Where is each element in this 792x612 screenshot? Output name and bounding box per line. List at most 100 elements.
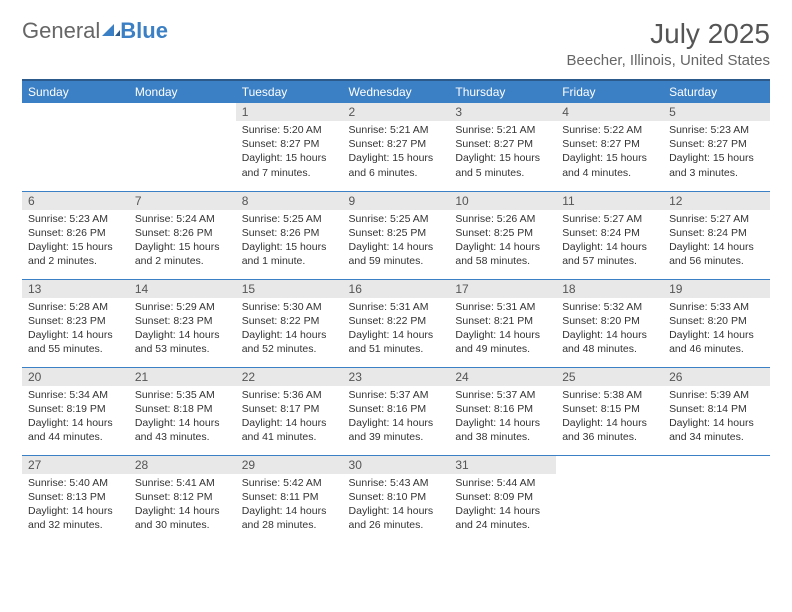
calendar-cell: 24Sunrise: 5:37 AMSunset: 8:16 PMDayligh… [449,367,556,455]
day-number: 24 [449,368,556,386]
day-number: 7 [129,192,236,210]
day-number: 22 [236,368,343,386]
day-number: 6 [22,192,129,210]
day-number: 19 [663,280,770,298]
day-details: Sunrise: 5:31 AMSunset: 8:22 PMDaylight:… [343,298,450,361]
calendar-cell: 13Sunrise: 5:28 AMSunset: 8:23 PMDayligh… [22,279,129,367]
calendar-body: 1Sunrise: 5:20 AMSunset: 8:27 PMDaylight… [22,103,770,543]
day-number: 20 [22,368,129,386]
weekday-header: Thursday [449,80,556,103]
calendar-cell: 29Sunrise: 5:42 AMSunset: 8:11 PMDayligh… [236,455,343,543]
day-number [663,456,770,460]
day-number: 2 [343,103,450,121]
day-details: Sunrise: 5:27 AMSunset: 8:24 PMDaylight:… [556,210,663,273]
day-number: 16 [343,280,450,298]
day-details: Sunrise: 5:32 AMSunset: 8:20 PMDaylight:… [556,298,663,361]
day-number: 25 [556,368,663,386]
calendar-cell: 4Sunrise: 5:22 AMSunset: 8:27 PMDaylight… [556,103,663,191]
day-details: Sunrise: 5:31 AMSunset: 8:21 PMDaylight:… [449,298,556,361]
calendar-cell: 30Sunrise: 5:43 AMSunset: 8:10 PMDayligh… [343,455,450,543]
day-details: Sunrise: 5:20 AMSunset: 8:27 PMDaylight:… [236,121,343,184]
calendar-row: 6Sunrise: 5:23 AMSunset: 8:26 PMDaylight… [22,191,770,279]
day-details: Sunrise: 5:33 AMSunset: 8:20 PMDaylight:… [663,298,770,361]
calendar-cell: 27Sunrise: 5:40 AMSunset: 8:13 PMDayligh… [22,455,129,543]
day-number: 1 [236,103,343,121]
calendar-cell: 31Sunrise: 5:44 AMSunset: 8:09 PMDayligh… [449,455,556,543]
day-details: Sunrise: 5:23 AMSunset: 8:27 PMDaylight:… [663,121,770,184]
calendar-row: 27Sunrise: 5:40 AMSunset: 8:13 PMDayligh… [22,455,770,543]
sail-icon [102,18,120,44]
day-details: Sunrise: 5:34 AMSunset: 8:19 PMDaylight:… [22,386,129,449]
day-details: Sunrise: 5:37 AMSunset: 8:16 PMDaylight:… [449,386,556,449]
calendar-cell: 5Sunrise: 5:23 AMSunset: 8:27 PMDaylight… [663,103,770,191]
day-details: Sunrise: 5:30 AMSunset: 8:22 PMDaylight:… [236,298,343,361]
calendar-row: 1Sunrise: 5:20 AMSunset: 8:27 PMDaylight… [22,103,770,191]
weekday-header: Friday [556,80,663,103]
day-details: Sunrise: 5:24 AMSunset: 8:26 PMDaylight:… [129,210,236,273]
weekday-header: Wednesday [343,80,450,103]
calendar-cell: 17Sunrise: 5:31 AMSunset: 8:21 PMDayligh… [449,279,556,367]
day-number: 29 [236,456,343,474]
calendar-cell: 11Sunrise: 5:27 AMSunset: 8:24 PMDayligh… [556,191,663,279]
day-details: Sunrise: 5:27 AMSunset: 8:24 PMDaylight:… [663,210,770,273]
calendar-cell: 1Sunrise: 5:20 AMSunset: 8:27 PMDaylight… [236,103,343,191]
logo-text-1: General [22,18,100,44]
day-number [556,456,663,460]
calendar-cell: 21Sunrise: 5:35 AMSunset: 8:18 PMDayligh… [129,367,236,455]
day-number: 11 [556,192,663,210]
day-details: Sunrise: 5:38 AMSunset: 8:15 PMDaylight:… [556,386,663,449]
calendar-cell: 10Sunrise: 5:26 AMSunset: 8:25 PMDayligh… [449,191,556,279]
day-number: 27 [22,456,129,474]
day-number: 8 [236,192,343,210]
calendar-cell: 14Sunrise: 5:29 AMSunset: 8:23 PMDayligh… [129,279,236,367]
calendar-cell: 6Sunrise: 5:23 AMSunset: 8:26 PMDaylight… [22,191,129,279]
title-block: July 2025 Beecher, Illinois, United Stat… [567,18,770,69]
calendar-cell [556,455,663,543]
calendar-cell [663,455,770,543]
day-details: Sunrise: 5:23 AMSunset: 8:26 PMDaylight:… [22,210,129,273]
day-number: 23 [343,368,450,386]
location: Beecher, Illinois, United States [567,52,770,69]
calendar-row: 13Sunrise: 5:28 AMSunset: 8:23 PMDayligh… [22,279,770,367]
day-number: 10 [449,192,556,210]
day-details: Sunrise: 5:36 AMSunset: 8:17 PMDaylight:… [236,386,343,449]
month-title: July 2025 [567,18,770,50]
calendar-cell: 8Sunrise: 5:25 AMSunset: 8:26 PMDaylight… [236,191,343,279]
calendar-cell: 15Sunrise: 5:30 AMSunset: 8:22 PMDayligh… [236,279,343,367]
day-number: 31 [449,456,556,474]
calendar-row: 20Sunrise: 5:34 AMSunset: 8:19 PMDayligh… [22,367,770,455]
calendar-cell: 26Sunrise: 5:39 AMSunset: 8:14 PMDayligh… [663,367,770,455]
day-number: 28 [129,456,236,474]
day-number: 18 [556,280,663,298]
day-details: Sunrise: 5:41 AMSunset: 8:12 PMDaylight:… [129,474,236,537]
logo-text-2: Blue [120,18,168,44]
calendar-cell: 9Sunrise: 5:25 AMSunset: 8:25 PMDaylight… [343,191,450,279]
day-details: Sunrise: 5:25 AMSunset: 8:25 PMDaylight:… [343,210,450,273]
day-number [129,103,236,107]
calendar-cell: 7Sunrise: 5:24 AMSunset: 8:26 PMDaylight… [129,191,236,279]
day-details: Sunrise: 5:22 AMSunset: 8:27 PMDaylight:… [556,121,663,184]
calendar-cell: 23Sunrise: 5:37 AMSunset: 8:16 PMDayligh… [343,367,450,455]
weekday-header-row: SundayMondayTuesdayWednesdayThursdayFrid… [22,80,770,103]
day-details: Sunrise: 5:35 AMSunset: 8:18 PMDaylight:… [129,386,236,449]
day-number: 4 [556,103,663,121]
calendar-cell [129,103,236,191]
day-details: Sunrise: 5:42 AMSunset: 8:11 PMDaylight:… [236,474,343,537]
day-number: 3 [449,103,556,121]
calendar-cell: 28Sunrise: 5:41 AMSunset: 8:12 PMDayligh… [129,455,236,543]
day-details: Sunrise: 5:28 AMSunset: 8:23 PMDaylight:… [22,298,129,361]
day-details: Sunrise: 5:39 AMSunset: 8:14 PMDaylight:… [663,386,770,449]
day-number: 5 [663,103,770,121]
weekday-header: Tuesday [236,80,343,103]
day-details: Sunrise: 5:37 AMSunset: 8:16 PMDaylight:… [343,386,450,449]
day-number: 14 [129,280,236,298]
day-number: 13 [22,280,129,298]
day-details: Sunrise: 5:21 AMSunset: 8:27 PMDaylight:… [343,121,450,184]
day-details: Sunrise: 5:21 AMSunset: 8:27 PMDaylight:… [449,121,556,184]
day-number: 17 [449,280,556,298]
day-details: Sunrise: 5:40 AMSunset: 8:13 PMDaylight:… [22,474,129,537]
day-number: 21 [129,368,236,386]
calendar-cell: 2Sunrise: 5:21 AMSunset: 8:27 PMDaylight… [343,103,450,191]
weekday-header: Sunday [22,80,129,103]
calendar-table: SundayMondayTuesdayWednesdayThursdayFrid… [22,79,770,543]
